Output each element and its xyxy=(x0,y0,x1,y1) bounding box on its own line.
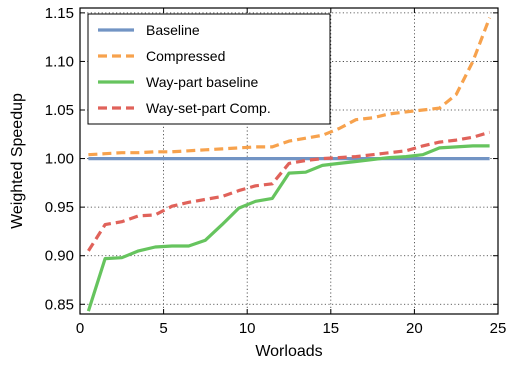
x-tick-label: 10 xyxy=(239,320,256,337)
y-tick-label: 1.15 xyxy=(45,5,74,22)
x-tick-label: 20 xyxy=(406,320,423,337)
legend: Baseline Compressed Way-part baseline Way-s… xyxy=(87,13,331,125)
series-group xyxy=(86,17,492,312)
legend-label: Compressed xyxy=(146,48,225,64)
x-tick-label: 25 xyxy=(490,320,507,337)
ticks: 0 5 10 15 20 25 0.85 0.90 0.95 1.00 1.05 1.10 1.15 xyxy=(45,5,507,337)
series-line-3 xyxy=(87,130,491,252)
x-tick-label: 5 xyxy=(159,320,167,337)
x-axis-label: Worloads xyxy=(255,343,322,360)
plot-frame xyxy=(79,7,499,315)
legend-label: Way-set-part Comp. xyxy=(146,100,271,116)
x-tick-label: 0 xyxy=(76,320,84,337)
y-axis-label: Weighted Speedup xyxy=(9,93,26,229)
y-tick-label: 0.85 xyxy=(45,296,74,313)
legend-label: Way-part baseline xyxy=(146,74,259,90)
series-line-1 xyxy=(88,17,492,157)
y-tick-label: 1.10 xyxy=(45,53,74,70)
x-tick-label: 15 xyxy=(322,320,339,337)
y-tick-label: 1.00 xyxy=(45,151,74,168)
legend-box xyxy=(87,13,331,125)
y-tick-label: 0.95 xyxy=(45,199,74,216)
legend-label: Baseline xyxy=(146,22,200,38)
y-tick-label: 0.90 xyxy=(45,248,74,265)
series-line-2 xyxy=(86,144,490,312)
y-tick-label: 1.05 xyxy=(45,102,74,119)
